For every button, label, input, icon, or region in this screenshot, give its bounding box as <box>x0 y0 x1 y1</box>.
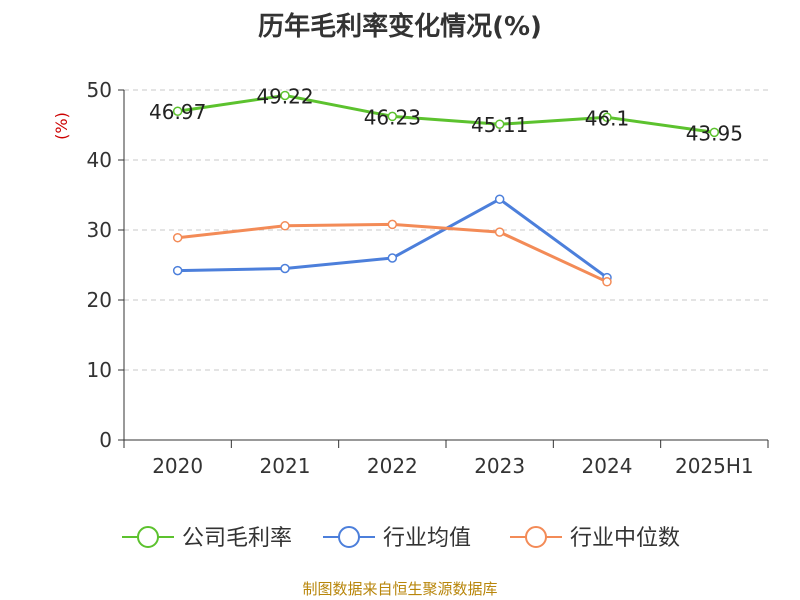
data-point <box>494 119 505 129</box>
data-label: 46.23 <box>364 105 421 129</box>
series-line <box>177 222 608 284</box>
legend: 公司毛利率 行业均值 行业中位数 <box>122 526 680 551</box>
data-point <box>280 221 290 231</box>
data-point <box>172 106 183 116</box>
y-tick-label: 50 <box>87 78 112 102</box>
y-tick-label: 10 <box>87 358 112 382</box>
data-labels: 46.97 49.22 46.23 45.11 46.1 43.95 <box>149 84 743 145</box>
legend-label: 行业均值 <box>383 526 471 551</box>
series <box>172 90 720 287</box>
legend-label: 公司毛利率 <box>182 526 292 551</box>
source-footer: 制图数据来自恒生聚源数据库 <box>302 580 498 598</box>
x-tick-label: 2025H1 <box>675 454 754 478</box>
x-tick-label: 2021 <box>260 454 311 478</box>
data-label: 46.97 <box>149 100 206 124</box>
y-tick-label: 40 <box>87 148 112 172</box>
y-tick-label: 0 <box>99 428 112 452</box>
legend-label: 行业中位数 <box>570 526 680 551</box>
y-tick-label: 30 <box>87 218 112 242</box>
y-axis-label: (%) <box>52 112 71 140</box>
x-tick-label: 2023 <box>474 454 525 478</box>
data-point <box>494 194 505 204</box>
data-label: 45.11 <box>471 113 528 137</box>
data-label: 43.95 <box>686 121 743 145</box>
data-point <box>387 111 398 122</box>
data-point <box>280 90 290 101</box>
data-point <box>172 265 183 276</box>
series-line <box>177 197 608 279</box>
data-point <box>387 219 398 230</box>
chart-title: 历年毛利率变化情况(%) <box>258 12 542 42</box>
x-tick-label: 2020 <box>152 454 203 478</box>
data-point <box>172 232 183 243</box>
data-point <box>709 127 720 138</box>
y-tick-label: 20 <box>87 288 112 312</box>
legend-marker <box>525 526 547 548</box>
legend-marker <box>338 526 360 548</box>
data-point <box>280 263 290 274</box>
data-point <box>387 253 398 263</box>
legend-marker <box>137 526 159 548</box>
data-label: 46.1 <box>585 106 630 130</box>
x-tick-label: 2022 <box>367 454 418 478</box>
data-point <box>602 112 612 123</box>
series-line <box>177 93 715 134</box>
data-point <box>494 227 505 237</box>
data-point <box>602 277 612 287</box>
data-label: 49.22 <box>256 84 313 108</box>
x-tick-label: 2024 <box>582 454 633 478</box>
axes: 0 10 20 30 40 50 2020 2021 2022 2023 2024 2025H1 (%) <box>52 78 769 478</box>
